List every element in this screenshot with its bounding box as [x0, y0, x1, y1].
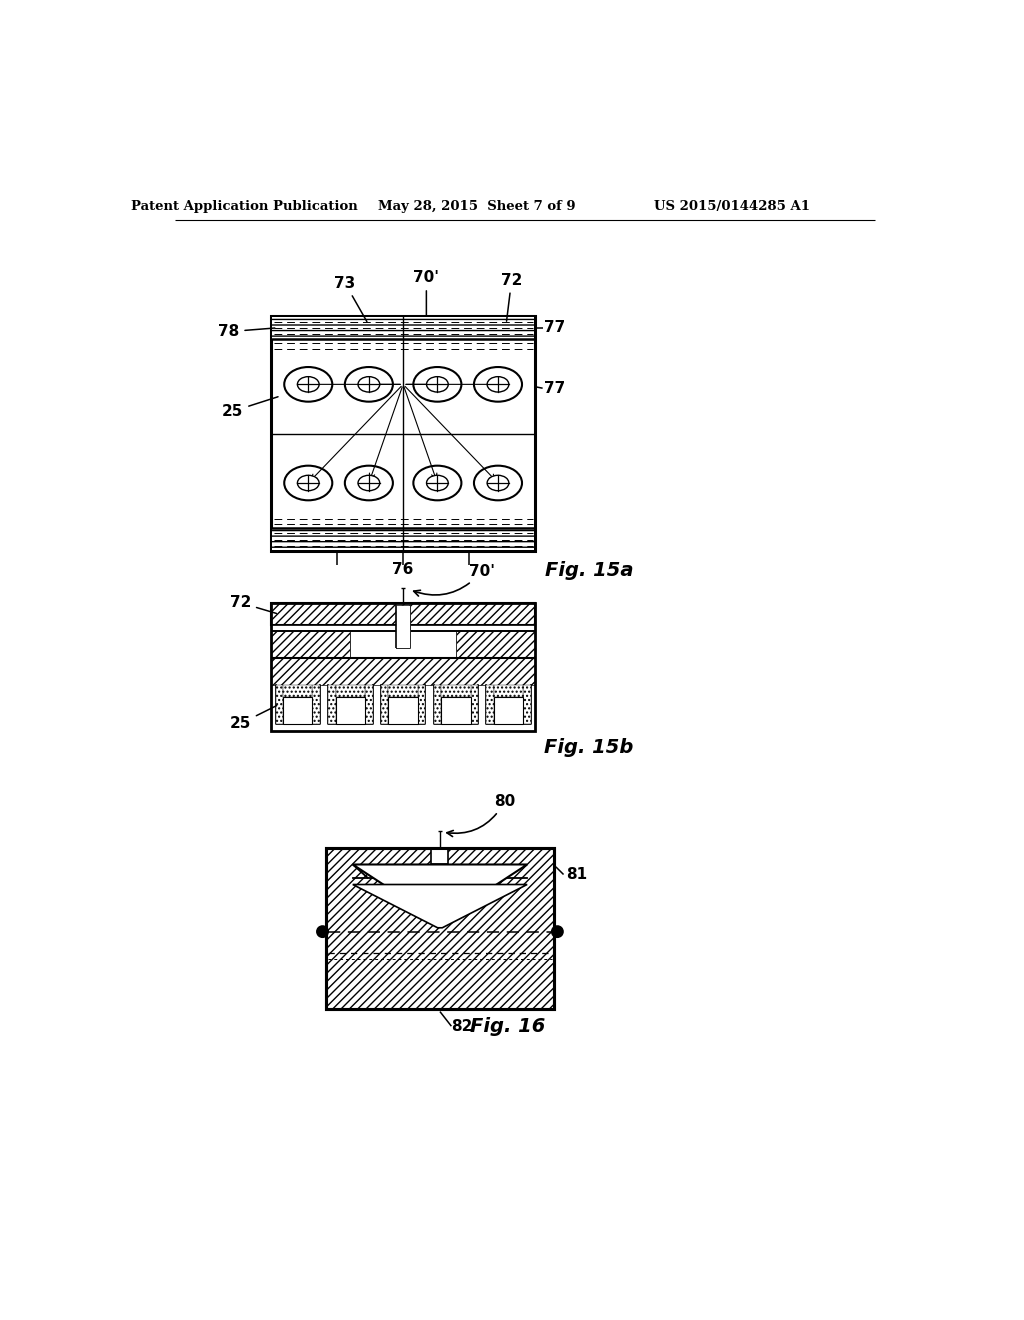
Bar: [388, 685, 418, 697]
Polygon shape: [352, 865, 527, 920]
Bar: [350, 631, 456, 659]
Bar: [418, 685, 425, 723]
Bar: [326, 847, 554, 1010]
Bar: [271, 659, 535, 685]
Bar: [275, 685, 283, 723]
Bar: [486, 685, 494, 723]
Ellipse shape: [285, 466, 333, 500]
Text: 25: 25: [229, 706, 276, 731]
Bar: [456, 631, 535, 659]
Ellipse shape: [427, 376, 449, 392]
Circle shape: [552, 927, 563, 937]
Text: 72: 72: [229, 595, 276, 614]
Bar: [434, 685, 441, 723]
Ellipse shape: [358, 376, 380, 392]
Text: Fig. 15a: Fig. 15a: [545, 561, 634, 579]
Bar: [272, 529, 535, 550]
Bar: [336, 685, 366, 697]
Bar: [494, 685, 523, 697]
Text: 77: 77: [544, 321, 565, 335]
Bar: [396, 605, 410, 648]
Ellipse shape: [487, 475, 509, 491]
Ellipse shape: [285, 367, 333, 401]
Ellipse shape: [427, 475, 449, 491]
Bar: [312, 685, 319, 723]
Ellipse shape: [414, 367, 462, 401]
Text: Fig. 16: Fig. 16: [470, 1018, 546, 1036]
Text: 70': 70': [414, 271, 439, 315]
Bar: [388, 697, 418, 723]
Bar: [494, 697, 523, 723]
Bar: [283, 697, 312, 723]
Ellipse shape: [474, 466, 522, 500]
Bar: [471, 685, 478, 723]
Polygon shape: [352, 884, 527, 928]
Text: Fig. 15b: Fig. 15b: [545, 738, 634, 756]
Bar: [271, 317, 535, 552]
Bar: [271, 626, 535, 631]
Text: 25: 25: [222, 397, 279, 418]
Text: 72: 72: [501, 272, 522, 321]
Text: May 28, 2015  Sheet 7 of 9: May 28, 2015 Sheet 7 of 9: [378, 199, 575, 213]
Bar: [431, 847, 449, 865]
Bar: [271, 603, 535, 730]
Bar: [272, 317, 535, 339]
Text: 82: 82: [452, 1019, 473, 1034]
Text: 73: 73: [335, 276, 367, 322]
Ellipse shape: [297, 475, 319, 491]
Text: 76: 76: [392, 562, 414, 577]
Bar: [381, 685, 388, 723]
Text: 70': 70': [414, 564, 495, 597]
Bar: [329, 685, 336, 723]
Ellipse shape: [474, 367, 522, 401]
Bar: [271, 603, 535, 626]
Bar: [271, 631, 350, 659]
Circle shape: [317, 927, 328, 937]
Bar: [441, 697, 471, 723]
Ellipse shape: [297, 376, 319, 392]
Ellipse shape: [358, 475, 380, 491]
Bar: [336, 697, 366, 723]
Text: US 2015/0144285 A1: US 2015/0144285 A1: [654, 199, 811, 213]
Text: 80: 80: [446, 793, 515, 837]
Text: 77: 77: [544, 380, 565, 396]
Bar: [366, 685, 373, 723]
Ellipse shape: [414, 466, 462, 500]
Text: Patent Application Publication: Patent Application Publication: [131, 199, 357, 213]
Bar: [326, 847, 554, 1010]
Ellipse shape: [487, 376, 509, 392]
Bar: [441, 685, 471, 697]
Text: 81: 81: [566, 867, 587, 882]
Bar: [283, 685, 312, 697]
Text: 78: 78: [218, 325, 274, 339]
Ellipse shape: [345, 466, 393, 500]
Bar: [523, 685, 530, 723]
Ellipse shape: [345, 367, 393, 401]
